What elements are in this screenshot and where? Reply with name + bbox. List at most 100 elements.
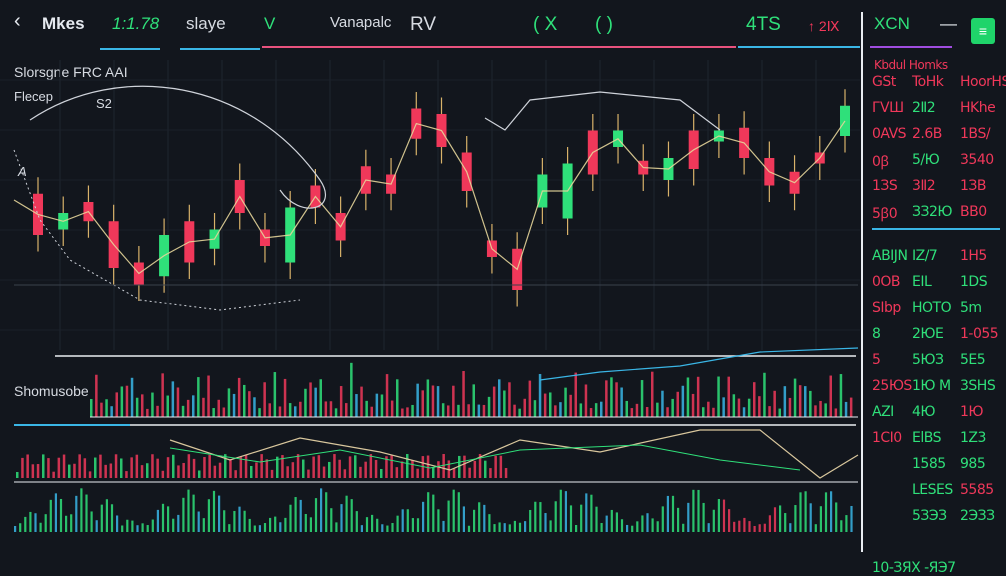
volume-bar [253, 397, 256, 417]
histogram-bar [437, 509, 440, 532]
histogram-bar [585, 493, 588, 532]
volume-bar [635, 403, 639, 417]
volume-bar [696, 376, 700, 417]
volume-bar [161, 373, 164, 417]
oscillator-bar [494, 455, 497, 478]
volume-bar [436, 386, 440, 417]
candle-body [840, 105, 850, 136]
histogram-bar [763, 523, 766, 532]
volume-bar [605, 380, 608, 417]
volume-bar [492, 386, 496, 417]
volume-bar [513, 404, 516, 417]
moving-average-line [13, 120, 846, 275]
histogram-bar [136, 525, 139, 532]
watchlist-row2-4-a: 5 [872, 352, 881, 368]
histogram-bar [131, 520, 134, 532]
histogram-bar [39, 522, 42, 532]
chart-canvas[interactable] [0, 0, 862, 575]
volume-bar [222, 407, 226, 417]
oscillator-bar [114, 454, 118, 478]
histogram-bar [845, 515, 848, 532]
histogram-bar [289, 504, 292, 532]
volume-bar [110, 406, 113, 417]
tab-arrows[interactable]: ↑ 2Ⅸ [808, 18, 840, 34]
histogram-bar [105, 499, 108, 532]
volume-bar [385, 374, 389, 417]
volume-bar [202, 397, 205, 417]
oscillator-bar [218, 462, 222, 478]
v-icon[interactable]: V [264, 14, 276, 33]
volume-bar [594, 403, 598, 417]
volume-bar [243, 384, 246, 417]
volume-bar [829, 375, 832, 417]
watchlist-row-3-a: 0ꞵ [872, 154, 889, 170]
watchlist-row2-2-a: SIbp [872, 300, 901, 316]
tab-rv[interactable]: RV [410, 14, 437, 35]
volume-bar [702, 407, 705, 417]
oscillator-bar [68, 464, 71, 478]
histogram-bar [85, 494, 88, 532]
oscillator-bar [416, 468, 419, 478]
symbol-label[interactable]: Mkes [42, 14, 85, 33]
oscillator-bar [260, 454, 263, 478]
histogram-bar [75, 495, 78, 532]
histogram-bar [646, 513, 649, 532]
watchlist-row-1-b: 2Ⅱ2 [912, 100, 936, 116]
volume-bar [559, 402, 562, 417]
histogram-bar [299, 499, 302, 532]
volume-bar [95, 374, 98, 417]
histogram-bar [789, 523, 792, 532]
tab-underline-right [738, 46, 860, 48]
histogram-bar [549, 520, 552, 532]
volume-bar [401, 408, 404, 417]
oscillator-bar [489, 468, 492, 478]
watchlist-row2-10-c: 2ЭЗЗ [960, 508, 995, 524]
volume-bar [319, 379, 322, 417]
volume-bar [809, 390, 812, 417]
tab-hts[interactable]: 4TS [746, 14, 781, 35]
volume-bar [135, 397, 139, 417]
volume-bar [768, 406, 771, 417]
volume-bar [105, 399, 108, 417]
volume-bar [549, 392, 552, 417]
histogram-bar [192, 494, 195, 532]
back-icon[interactable]: ‹ [14, 10, 21, 32]
histogram-bar [779, 505, 782, 532]
volume-bar [115, 392, 118, 417]
tab-cx[interactable]: ( X [533, 14, 558, 35]
volume-bar [661, 390, 664, 417]
volume-bar [620, 387, 623, 417]
oscillator-bar [473, 460, 477, 478]
oscillator-bar [432, 467, 435, 478]
volume-bar [528, 380, 532, 417]
histogram-bar [595, 506, 598, 532]
watchlist-row2-2-b: HOTO [912, 300, 952, 316]
oscillator-bar [504, 468, 508, 478]
histogram-bar [161, 503, 165, 532]
oscillator-bar [57, 457, 61, 478]
histogram-bar [483, 504, 486, 532]
oscillator-bar [338, 459, 341, 478]
watchlist-row-5-c: ВВ0 [960, 204, 987, 220]
tab-mode[interactable]: Vanapalc [330, 14, 392, 31]
volume-bar [610, 377, 613, 417]
volume-bar [477, 404, 481, 417]
oscillator-bar [411, 460, 414, 478]
tab-round[interactable]: ( ) [595, 14, 613, 35]
menu-button[interactable]: ≡ [971, 18, 995, 44]
volume-bar [125, 385, 129, 417]
volume-bar [360, 386, 363, 417]
histogram-bar [840, 520, 843, 532]
volume-bar [564, 387, 567, 417]
histogram-bar [121, 525, 124, 532]
tab-slayer[interactable]: slaye [186, 14, 226, 33]
volume-bar [345, 403, 348, 417]
histogram-bar [126, 519, 129, 532]
oscillator-bar [16, 472, 19, 478]
volume-bar [130, 377, 134, 417]
watchlist-row2-9-c: 5585 [960, 482, 994, 498]
volume-bar [804, 386, 807, 417]
sidebar-dash[interactable]: — [940, 14, 957, 33]
volume-bar [416, 383, 419, 417]
watchlist-row-2-b: 2.6В [912, 126, 942, 142]
